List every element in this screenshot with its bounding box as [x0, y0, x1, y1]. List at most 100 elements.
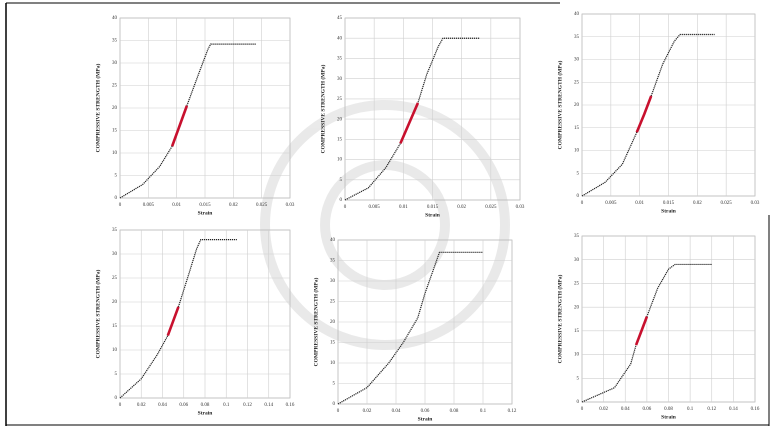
- x-tick-label: 0.1: [480, 409, 487, 414]
- y-tick-label: 45: [337, 16, 343, 21]
- y-tick-label: 15: [337, 137, 343, 142]
- x-tick-label: 0.01: [399, 205, 408, 210]
- x-tick-label: 0.08: [201, 403, 210, 408]
- x-tick-label: 0.06: [643, 407, 652, 412]
- x-tick-label: 0.06: [421, 409, 430, 414]
- highlight-segment: [634, 316, 649, 346]
- y-tick-label: 0: [333, 402, 336, 407]
- y-tick-label: 15: [330, 341, 336, 346]
- y-tick-label: 15: [574, 126, 580, 131]
- y-tick-label: 5: [333, 382, 336, 387]
- x-tick-label: 0.04: [158, 403, 167, 408]
- x-tick-label: 0.01: [172, 203, 181, 208]
- y-tick-label: 25: [330, 300, 336, 305]
- y-tick-label: 40: [330, 238, 336, 243]
- y-tick-label: 40: [574, 12, 580, 17]
- y-tick-label: 5: [577, 376, 580, 381]
- y-tick-label: 20: [112, 106, 118, 111]
- y-tick-label: 30: [574, 58, 580, 63]
- x-tick-label: 0.015: [199, 203, 211, 208]
- y-tick-label: 15: [112, 129, 118, 134]
- y-tick-label: 0: [577, 194, 580, 199]
- curve: [119, 43, 256, 199]
- x-tick-label: 0.08: [450, 409, 459, 414]
- y-tick-label: 5: [115, 174, 118, 179]
- y-axis-label: COMPRESSIVE STRENGTH (MPa): [94, 270, 101, 359]
- y-axis-label: COMPRESSIVE STRENGTH (MPa): [94, 64, 101, 153]
- y-tick-label: 40: [112, 16, 118, 21]
- x-tick-label: 0: [581, 201, 584, 206]
- x-axis-label: Strain: [661, 414, 676, 420]
- y-tick-label: 0: [340, 198, 343, 203]
- x-tick-label: 0.12: [243, 403, 252, 408]
- x-tick-label: 0.14: [264, 403, 273, 408]
- y-tick-label: 10: [574, 149, 580, 154]
- x-tick-label: 0.025: [721, 201, 733, 206]
- chart: 0 5 10 15 20 25 30 35 0 0.02 0.04 0.06 0.08 0.1 0.12 0.…: [556, 234, 760, 420]
- x-tick-label: 0.12: [508, 409, 517, 414]
- y-tick-label: 25: [337, 97, 343, 102]
- y-tick-label: 30: [574, 258, 580, 263]
- y-tick-label: 15: [112, 324, 118, 329]
- y-tick-label: 20: [337, 117, 343, 122]
- y-tick-label: 10: [574, 353, 580, 358]
- x-tick-label: 0.04: [621, 407, 630, 412]
- chart: 0 5 10 15 20 25 30 35 40 0 0.02 0.04 0.06 0.08 0.1 0.12…: [312, 238, 517, 422]
- chart: 0 5 10 15 20 25 30 35 40 0 0.005 0.01 0.015 0.02 0.025…: [556, 12, 760, 214]
- y-tick-label: 20: [574, 103, 580, 108]
- x-axis-label: Strain: [418, 416, 433, 422]
- x-tick-label: 0.03: [516, 205, 525, 210]
- x-tick-label: 0: [119, 203, 122, 208]
- x-tick-label: 0.005: [143, 203, 155, 208]
- highlight-segment: [399, 102, 420, 144]
- x-tick-label: 0.015: [663, 201, 675, 206]
- y-tick-label: 15: [574, 329, 580, 334]
- x-tick-label: 0.08: [664, 407, 673, 412]
- highlight-segment: [635, 95, 653, 133]
- chart: 0 5 10 15 20 25 30 35 40 0 0.005 0.01 0.015 0.02 0.025…: [94, 16, 295, 216]
- x-tick-label: 0: [337, 409, 340, 414]
- y-axis-label: COMPRESSIVE STRENGTH (MPa): [312, 278, 319, 367]
- x-tick-label: 0.1: [687, 407, 694, 412]
- y-tick-label: 0: [115, 396, 118, 401]
- y-axis-label: COMPRESSIVE STRENGTH (MPa): [319, 65, 326, 154]
- x-tick-label: 0.02: [137, 403, 146, 408]
- x-axis-label: Strain: [425, 212, 440, 218]
- x-axis-label: Strain: [198, 410, 213, 416]
- x-tick-label: 0.025: [485, 205, 497, 210]
- x-axis-label: Strain: [198, 210, 213, 216]
- y-tick-label: 35: [574, 35, 580, 40]
- y-tick-label: 10: [330, 361, 336, 366]
- x-tick-label: 0.14: [729, 407, 738, 412]
- highlight-segment: [170, 105, 189, 147]
- x-tick-label: 0.02: [599, 407, 608, 412]
- x-tick-label: 0.01: [635, 201, 644, 206]
- watermark: [260, 100, 510, 350]
- x-tick-label: 0.06: [179, 403, 188, 408]
- y-tick-label: 30: [337, 77, 343, 82]
- x-tick-label: 0.025: [256, 203, 268, 208]
- y-tick-label: 25: [574, 282, 580, 287]
- y-axis-label: COMPRESSIVE STRENGTH (MPa): [556, 61, 563, 150]
- x-axis-label: Strain: [661, 208, 676, 214]
- x-tick-label: 0.16: [286, 403, 295, 408]
- y-tick-label: 35: [112, 228, 118, 233]
- curve: [337, 251, 483, 405]
- x-tick-label: 0.005: [605, 201, 617, 206]
- y-tick-label: 0: [577, 400, 580, 405]
- x-tick-label: 0: [581, 407, 584, 412]
- x-tick-label: 0.04: [392, 409, 401, 414]
- chart: 0 5 10 15 20 25 30 35 0 0.02 0.04 0.06 0.08 0.1 0.12 0.…: [94, 228, 295, 416]
- y-tick-label: 20: [112, 300, 118, 305]
- y-tick-label: 5: [115, 372, 118, 377]
- y-tick-label: 30: [112, 61, 118, 66]
- x-tick-label: 0.12: [707, 407, 716, 412]
- x-tick-label: 0.02: [363, 409, 372, 414]
- y-tick-label: 20: [330, 320, 336, 325]
- highlight-segment: [166, 306, 180, 337]
- y-tick-label: 25: [574, 80, 580, 85]
- y-tick-label: 5: [577, 171, 580, 176]
- x-tick-label: 0.02: [693, 201, 702, 206]
- x-tick-label: 0: [119, 403, 122, 408]
